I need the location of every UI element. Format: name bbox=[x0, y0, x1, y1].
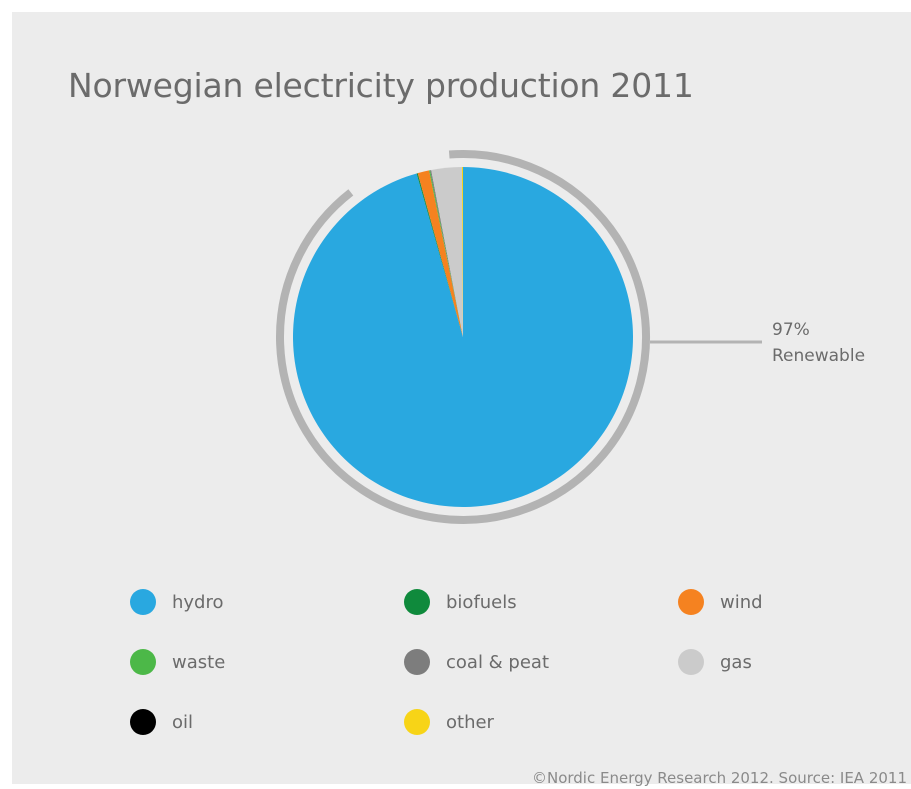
legend-swatch bbox=[130, 649, 156, 675]
chart-title: Norwegian electricity production 2011 bbox=[68, 66, 694, 105]
legend-item-other: other bbox=[404, 707, 494, 737]
legend-item-coal-peat: coal & peat bbox=[404, 647, 549, 677]
legend-label: wind bbox=[720, 591, 763, 613]
legend-item-oil: oil bbox=[130, 707, 193, 737]
legend-swatch bbox=[404, 709, 430, 735]
legend-swatch bbox=[404, 649, 430, 675]
legend-label: waste bbox=[172, 651, 226, 673]
renewable-callout: 97% Renewable bbox=[772, 317, 865, 369]
legend-swatch bbox=[678, 589, 704, 615]
legend-swatch bbox=[678, 649, 704, 675]
legend-item-biofuels: biofuels bbox=[404, 587, 517, 617]
legend-item-gas: gas bbox=[678, 647, 752, 677]
pie-slice-hydro bbox=[293, 167, 634, 507]
pie-slice-waste bbox=[429, 170, 463, 337]
legend-swatch bbox=[130, 589, 156, 615]
legend-label: coal & peat bbox=[446, 651, 550, 673]
legend-label: biofuels bbox=[446, 591, 517, 613]
legend-item-waste: waste bbox=[130, 647, 225, 677]
pie-slice-wind bbox=[417, 170, 463, 337]
legend-label: other bbox=[446, 711, 494, 733]
legend-swatch bbox=[404, 589, 430, 615]
pie-slice-gas bbox=[431, 167, 463, 337]
legend-label: gas bbox=[720, 651, 752, 673]
renewable-percent: 97% bbox=[772, 320, 810, 340]
legend-swatch bbox=[130, 709, 156, 735]
legend-item-wind: wind bbox=[678, 587, 763, 617]
pie-slice-biofuels bbox=[416, 173, 463, 337]
renewable-ring bbox=[276, 150, 650, 524]
pie-slice-other bbox=[461, 167, 463, 337]
legend-label: hydro bbox=[172, 591, 224, 613]
legend-item-hydro: hydro bbox=[130, 587, 224, 617]
renewable-label: Renewable bbox=[772, 346, 866, 366]
source-credit: ©Nordic Energy Research 2012. Source: IE… bbox=[531, 769, 907, 787]
pie-slice-coal-peat bbox=[430, 170, 463, 337]
legend-label: oil bbox=[172, 711, 194, 733]
